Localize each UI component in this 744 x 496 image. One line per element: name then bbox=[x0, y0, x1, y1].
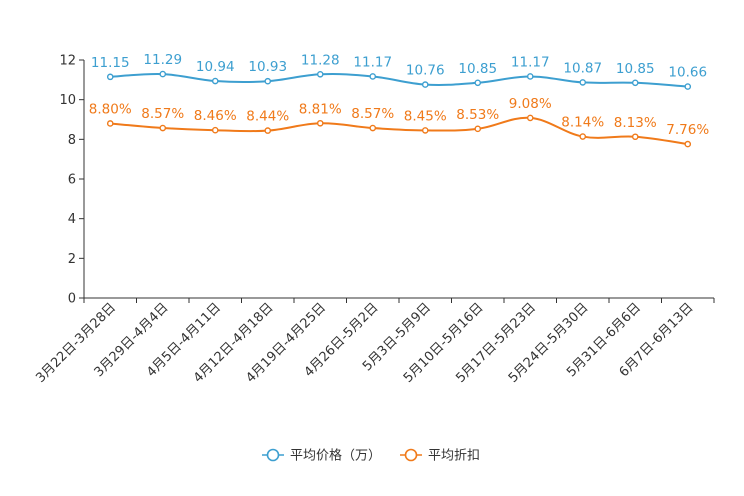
data-label: 8.46% bbox=[194, 108, 237, 124]
data-point bbox=[579, 79, 587, 86]
data-point bbox=[106, 120, 114, 127]
y-tick-label: 4 bbox=[68, 212, 76, 227]
data-point bbox=[631, 133, 639, 141]
data-label: 8.53% bbox=[456, 107, 499, 123]
data-point bbox=[369, 124, 377, 132]
y-tick-label: 2 bbox=[68, 252, 76, 267]
legend-label: 平均价格（万） bbox=[290, 448, 381, 464]
data-point bbox=[211, 77, 219, 85]
data-point bbox=[369, 73, 377, 80]
data-point bbox=[159, 124, 167, 132]
data-point bbox=[421, 81, 429, 88]
data-point bbox=[684, 140, 692, 148]
data-point bbox=[316, 119, 324, 127]
legend-item-1: 平均价格（万） bbox=[262, 448, 381, 464]
data-label: 10.85 bbox=[616, 61, 655, 77]
legend: 平均价格（万） 平均折扣 bbox=[262, 448, 480, 464]
data-label: 8.81% bbox=[299, 101, 342, 117]
data-point bbox=[474, 79, 482, 87]
data-label: 11.29 bbox=[143, 52, 182, 68]
data-point bbox=[316, 70, 324, 78]
data-label: 10.93 bbox=[248, 59, 287, 75]
legend-marker bbox=[404, 448, 418, 462]
data-label: 10.94 bbox=[196, 59, 235, 75]
series-line bbox=[110, 116, 688, 146]
data-point bbox=[264, 127, 272, 134]
series-line bbox=[110, 72, 688, 88]
series-1: 11.15 11.29 10.94 10.93 11.28 11.17 10.76 10.85… bbox=[91, 52, 707, 90]
y-tick-label: 8 bbox=[68, 133, 76, 148]
data-label: 8.45% bbox=[404, 108, 447, 124]
data-label: 11.28 bbox=[301, 52, 340, 68]
data-point bbox=[631, 79, 639, 87]
data-point bbox=[264, 77, 272, 85]
legend-item-2: 平均折扣 bbox=[400, 449, 480, 464]
data-point bbox=[579, 133, 587, 140]
data-point bbox=[684, 83, 692, 90]
data-label: 8.44% bbox=[246, 109, 289, 125]
data-label: 11.17 bbox=[511, 54, 550, 70]
y-tick-label: 6 bbox=[68, 173, 76, 188]
data-point bbox=[421, 127, 429, 134]
y-tick-label: 10 bbox=[59, 93, 76, 108]
data-label: 8.14% bbox=[561, 115, 604, 131]
legend-marker bbox=[266, 448, 280, 462]
data-point bbox=[526, 73, 534, 80]
legend-label: 平均折扣 bbox=[428, 449, 480, 464]
data-label: 9.08% bbox=[509, 96, 552, 112]
data-label: 11.15 bbox=[91, 55, 130, 71]
data-label: 11.17 bbox=[353, 54, 392, 70]
series-2: 8.80% 8.57% 8.46% 8.44% 8.81% 8.57% 8.45% 8.53%… bbox=[89, 96, 709, 148]
data-label: 8.57% bbox=[351, 106, 394, 122]
data-label: 7.76% bbox=[666, 122, 709, 138]
data-label: 8.13% bbox=[614, 115, 657, 131]
data-point bbox=[211, 126, 219, 134]
y-tick-label: 0 bbox=[68, 292, 76, 307]
data-label: 10.76 bbox=[406, 63, 445, 79]
data-label: 10.87 bbox=[563, 60, 602, 76]
y-tick-label: 12 bbox=[59, 54, 76, 69]
data-label: 10.85 bbox=[458, 61, 497, 77]
data-point bbox=[474, 125, 482, 133]
data-label: 8.57% bbox=[141, 106, 184, 122]
data-point bbox=[106, 73, 114, 81]
data-point bbox=[159, 70, 167, 78]
data-point bbox=[526, 114, 534, 122]
data-label: 8.80% bbox=[89, 101, 132, 117]
data-label: 10.66 bbox=[668, 65, 707, 81]
